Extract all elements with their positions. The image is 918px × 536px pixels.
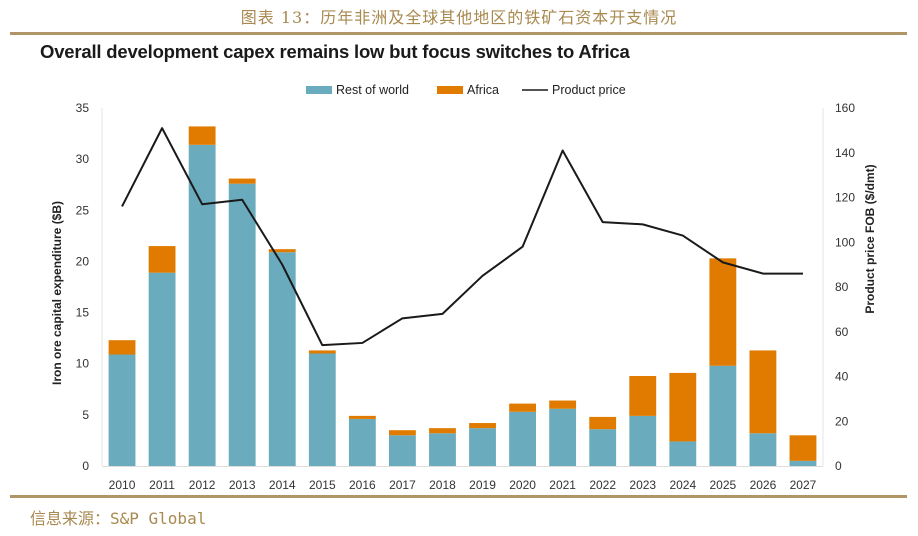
y-tick-label: 35: [76, 101, 90, 115]
bar-africa: [549, 400, 577, 409]
x-tick-label: 2018: [429, 478, 456, 492]
y2-tick-label: 80: [835, 280, 849, 294]
legend-label-rest-of-world: Rest of world: [336, 83, 409, 97]
right-axis-title: Product price FOB ($/dmt): [863, 164, 877, 313]
bar-rest-of-world: [108, 354, 136, 466]
bar-africa: [789, 435, 817, 461]
y-tick-label: 30: [76, 152, 90, 166]
bar-africa: [188, 126, 216, 145]
bar-africa: [509, 403, 537, 412]
bar-rest-of-world: [469, 428, 496, 466]
bar-rest-of-world: [669, 441, 697, 466]
x-tick-label: 2021: [549, 478, 576, 492]
x-tick-label: 2027: [790, 478, 817, 492]
y2-tick-label: 100: [835, 235, 855, 249]
bar-rest-of-world: [549, 408, 577, 466]
y-tick-label: 0: [82, 459, 89, 473]
legend: Rest of world Africa Product price: [306, 83, 626, 97]
bar-rest-of-world: [388, 435, 416, 466]
x-tick-label: 2012: [189, 478, 216, 492]
bar-africa: [348, 415, 376, 419]
bar-rest-of-world: [749, 433, 777, 466]
price-line: [121, 127, 803, 347]
axes: [101, 108, 824, 467]
y2-tick-label: 60: [835, 325, 849, 339]
bar-rest-of-world: [308, 353, 336, 466]
y2-tick-label: 0: [835, 459, 842, 473]
bar-africa: [629, 375, 657, 416]
bar-africa: [709, 258, 737, 366]
legend-label-africa: Africa: [467, 83, 499, 97]
bar-africa: [589, 416, 617, 430]
bars: [108, 126, 817, 467]
legend-label-product-price: Product price: [552, 83, 626, 97]
bar-rest-of-world: [188, 144, 216, 466]
y-tick-label: 25: [76, 203, 90, 217]
bar-rest-of-world: [589, 429, 617, 466]
y2-tick-label: 120: [835, 191, 855, 205]
bar-africa: [308, 350, 336, 354]
legend-swatch-africa: [437, 86, 463, 94]
chart-title: Overall development capex remains low bu…: [40, 41, 630, 62]
left-tick-labels: 0 5 10 15 20 25 30 35: [76, 101, 90, 473]
x-tick-label: 2023: [629, 478, 656, 492]
bar-rest-of-world: [429, 433, 456, 466]
x-tick-label: 2019: [469, 478, 496, 492]
bar-rest-of-world: [228, 183, 256, 467]
x-tick-label: 2025: [710, 478, 737, 492]
bar-africa: [268, 249, 296, 253]
x-tick-label: 2024: [669, 478, 696, 492]
bar-africa: [469, 423, 496, 429]
bar-africa: [108, 340, 136, 355]
left-axis-title: Iron ore capital expenditure ($B): [50, 201, 64, 385]
bar-rest-of-world: [268, 252, 296, 466]
y2-tick-label: 40: [835, 370, 849, 384]
y2-tick-label: 160: [835, 101, 855, 115]
bar-rest-of-world: [709, 365, 737, 466]
x-tick-label: 2013: [229, 478, 256, 492]
y-tick-label: 20: [76, 254, 90, 268]
right-tick-labels: 0 20 40 60 80 100 120 140 160: [835, 101, 855, 473]
bar-africa: [429, 428, 456, 434]
bar-africa: [669, 372, 697, 442]
source-note: 信息来源：S&P Global: [30, 509, 207, 528]
x-tick-label: 2014: [269, 478, 296, 492]
x-tick-label: 2010: [109, 478, 136, 492]
x-tick-label: 2022: [589, 478, 616, 492]
legend-swatch-rest-of-world: [306, 86, 332, 94]
bar-rest-of-world: [348, 418, 376, 466]
x-tick-label: 2026: [750, 478, 777, 492]
bar-rest-of-world: [148, 272, 176, 466]
y-tick-label: 5: [82, 408, 89, 422]
y-tick-label: 10: [76, 357, 90, 371]
top-divider: [10, 32, 907, 35]
y-tick-label: 15: [76, 306, 90, 320]
bar-rest-of-world: [789, 460, 817, 466]
x-tick-labels: 2010 2011 2012 2013 2014 2015 2016 2017 2018 2019…: [109, 478, 817, 492]
x-tick-label: 2015: [309, 478, 336, 492]
y2-tick-label: 140: [835, 146, 855, 160]
bar-africa: [749, 350, 777, 434]
x-tick-label: 2020: [509, 478, 536, 492]
price-line-group: [121, 127, 803, 347]
y2-tick-label: 20: [835, 414, 849, 428]
bar-rest-of-world: [509, 411, 537, 466]
bar-africa: [228, 178, 256, 184]
bar-africa: [388, 430, 416, 436]
bar-africa: [148, 246, 176, 273]
x-tick-label: 2017: [389, 478, 416, 492]
x-tick-label: 2011: [149, 478, 175, 492]
figure-caption: 图表 13：历年非洲及全球其他地区的铁矿石资本开支情况: [240, 8, 678, 27]
bar-rest-of-world: [629, 415, 657, 466]
bottom-divider: [10, 495, 907, 498]
x-tick-label: 2016: [349, 478, 376, 492]
